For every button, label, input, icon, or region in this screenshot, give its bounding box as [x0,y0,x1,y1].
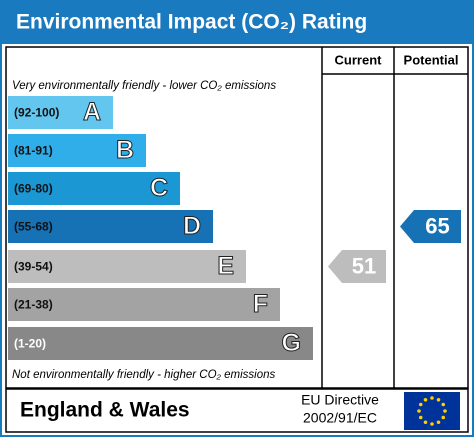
footer-frame [5,388,469,433]
current-arrow [328,250,386,283]
band-range: (55-68) [14,220,53,234]
band-range: (69-80) [14,182,53,196]
band-bar [8,210,213,243]
eu-star [430,422,434,426]
region: England & Wales [20,399,190,422]
potential-header: Potential [404,52,459,67]
eu-star [417,409,421,413]
band-letter: F [253,290,268,318]
current-header: Current [335,52,383,67]
eu-star [430,396,434,400]
band-letter: C [150,174,168,202]
band-range: (1-20) [14,337,46,351]
table-frame [5,46,469,389]
top-note: Very environmentally friendly - lower CO… [12,80,276,92]
band-bar [8,288,280,321]
band-letter: G [282,329,301,357]
band-range: (81-91) [14,144,53,158]
band-letter: B [116,136,134,164]
band-range: (21-38) [14,298,53,312]
band-bar [8,327,313,360]
band-bar [8,96,113,129]
bottom-note: Not environmentally friendly - higher CO… [12,369,275,381]
band-bar [8,172,180,205]
eu-star [436,420,441,425]
current-value: 51 [352,253,376,278]
eu-star [418,415,423,420]
eu-star [423,420,428,425]
band-letter: A [83,98,101,126]
band-letter: E [217,252,234,280]
eu-star [443,409,447,413]
eu-star [441,402,446,407]
directive: EU Directive [301,392,379,408]
band-range: (39-54) [14,260,53,274]
band-letter: D [183,212,201,240]
eu-stars [417,396,447,426]
eu-star [441,415,446,420]
potential-value: 65 [425,213,449,238]
eu-star [423,397,428,402]
directive: 2002/91/EC [303,410,377,426]
band-bar [8,250,246,283]
band-bar [8,134,146,167]
title: Environmental Impact (CO₂) Rating [16,11,367,34]
potential-arrow [400,210,461,243]
title-bar [2,2,472,44]
eu-star [436,397,441,402]
eu-star [418,402,423,407]
band-range: (92-100) [14,106,59,120]
